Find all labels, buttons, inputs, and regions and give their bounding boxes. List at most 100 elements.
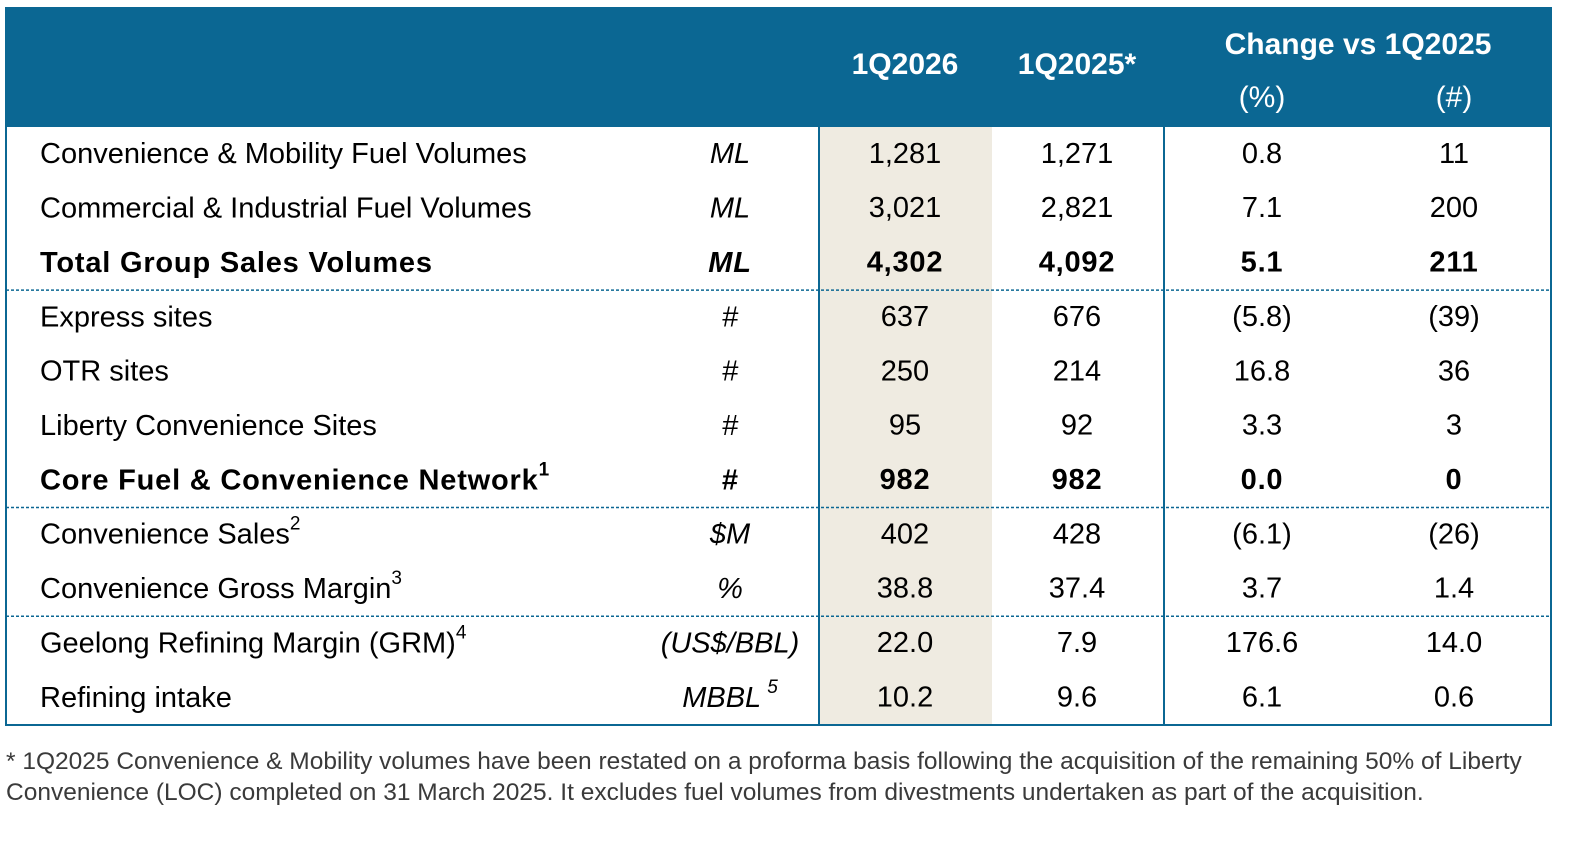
footnote-ref: 5 bbox=[767, 677, 778, 698]
label-text: Total Group Sales Volumes bbox=[40, 247, 433, 279]
row-label: Total Group Sales Volumes bbox=[40, 247, 433, 279]
cell: 38.8 bbox=[877, 573, 933, 605]
cell: 250 bbox=[881, 355, 929, 387]
cell: 1,281 bbox=[869, 138, 942, 170]
cell: 11 bbox=[1439, 138, 1469, 170]
cell: (5.8) bbox=[1232, 301, 1292, 333]
cell: 176.6 bbox=[1226, 627, 1299, 659]
label-text: Express sites bbox=[40, 301, 212, 333]
cell: 3 bbox=[1446, 410, 1462, 442]
unit-text: # bbox=[722, 410, 739, 442]
column-header: 1Q2025* bbox=[1018, 48, 1137, 81]
unit: # bbox=[722, 464, 739, 496]
cell: 982 bbox=[1052, 464, 1103, 496]
cell: (26) bbox=[1428, 518, 1480, 550]
cell: 3.3 bbox=[1242, 410, 1282, 442]
row-label: Convenience & Mobility Fuel Volumes bbox=[40, 138, 527, 170]
cell: 6.1 bbox=[1242, 681, 1282, 713]
unit: MBBL 5 bbox=[682, 677, 778, 714]
cell: 9.6 bbox=[1057, 681, 1097, 713]
cell: 0.0 bbox=[1241, 464, 1284, 496]
footnote: * 1Q2025 Convenience & Mobility volumes … bbox=[6, 748, 1522, 806]
unit-text: ML bbox=[708, 247, 751, 279]
unit: ML bbox=[708, 247, 751, 279]
label-text: Convenience & Mobility Fuel Volumes bbox=[40, 138, 527, 170]
unit: # bbox=[722, 355, 739, 387]
cell: 0.8 bbox=[1242, 138, 1282, 170]
unit: % bbox=[717, 573, 743, 605]
unit-text: # bbox=[722, 355, 739, 387]
cell: 37.4 bbox=[1049, 573, 1105, 605]
unit: $M bbox=[709, 518, 751, 550]
unit-text: # bbox=[722, 464, 739, 496]
label-text: OTR sites bbox=[40, 355, 169, 387]
cell: 5.1 bbox=[1241, 247, 1284, 279]
cell: 95 bbox=[889, 410, 921, 442]
change-header: Change vs 1Q2025 bbox=[1225, 28, 1492, 61]
cell: 428 bbox=[1053, 518, 1101, 550]
unit-text: % bbox=[717, 573, 743, 605]
cell: 402 bbox=[881, 518, 929, 550]
cell: 0 bbox=[1446, 464, 1463, 496]
row-label: Convenience Gross Margin3 bbox=[40, 568, 402, 605]
cell: 14.0 bbox=[1426, 627, 1482, 659]
cell: 3,021 bbox=[869, 192, 942, 224]
row-label: Express sites bbox=[40, 301, 212, 333]
unit-text: $M bbox=[709, 518, 751, 550]
footnote-ref: 3 bbox=[391, 568, 402, 589]
cell: 16.8 bbox=[1234, 355, 1290, 387]
row-label: Geelong Refining Margin (GRM)4 bbox=[40, 622, 467, 659]
cell: 4,092 bbox=[1039, 247, 1116, 279]
cell: 36 bbox=[1438, 355, 1470, 387]
unit: ML bbox=[710, 192, 750, 224]
label-text: Refining intake bbox=[40, 681, 232, 713]
cell: (39) bbox=[1428, 301, 1480, 333]
row-label: Convenience Sales2 bbox=[40, 514, 300, 551]
cell: 2,821 bbox=[1041, 192, 1114, 224]
cell: 7.9 bbox=[1057, 627, 1097, 659]
label-text: Convenience Sales bbox=[40, 518, 290, 550]
cell: 982 bbox=[880, 464, 931, 496]
unit-text: # bbox=[722, 301, 739, 333]
header-bg bbox=[6, 8, 1551, 127]
table: 1Q2026 1Q2025* Change vs 1Q2025 (%) (#) … bbox=[5, 7, 1552, 726]
cell: 1,271 bbox=[1041, 138, 1114, 170]
cell: 214 bbox=[1053, 355, 1101, 387]
column-header: (#) bbox=[1436, 81, 1473, 114]
cell: 10.2 bbox=[877, 681, 933, 713]
footnote-ref: 2 bbox=[290, 514, 301, 535]
label-text: Convenience Gross Margin bbox=[40, 573, 391, 605]
cell: 0.6 bbox=[1434, 681, 1474, 713]
unit-text: ML bbox=[710, 138, 750, 170]
label-text: Geelong Refining Margin (GRM) bbox=[40, 627, 456, 659]
unit: (US$/BBL) bbox=[661, 627, 800, 659]
unit-text: ML bbox=[710, 192, 750, 224]
row-label: OTR sites bbox=[40, 355, 169, 387]
column-header: 1Q2026 bbox=[852, 48, 959, 81]
cell: 22.0 bbox=[877, 627, 933, 659]
table-border bbox=[5, 7, 1552, 726]
cell: 200 bbox=[1430, 192, 1478, 224]
cell: 1.4 bbox=[1434, 573, 1474, 605]
cell: 7.1 bbox=[1242, 192, 1282, 224]
cell: 676 bbox=[1053, 301, 1101, 333]
cell: 92 bbox=[1061, 410, 1093, 442]
cell: 637 bbox=[881, 301, 929, 333]
footnote-ref: 1 bbox=[539, 459, 550, 480]
label-text: Liberty Convenience Sites bbox=[40, 410, 377, 442]
unit: # bbox=[722, 301, 739, 333]
unit: ML bbox=[710, 138, 750, 170]
unit-text: MBBL bbox=[682, 681, 761, 713]
row-label: Commercial & Industrial Fuel Volumes bbox=[40, 192, 532, 224]
cell: 211 bbox=[1429, 247, 1478, 279]
row-label: Refining intake bbox=[40, 681, 232, 713]
label-text: Commercial & Industrial Fuel Volumes bbox=[40, 192, 532, 224]
cell: (6.1) bbox=[1232, 518, 1292, 550]
label-text: Core Fuel & Convenience Network bbox=[40, 464, 539, 496]
footnote-ref: 4 bbox=[456, 622, 467, 643]
unit: # bbox=[722, 410, 739, 442]
highlight-column bbox=[819, 127, 992, 725]
cell: 4,302 bbox=[867, 247, 944, 279]
row-label: Core Fuel & Convenience Network1 bbox=[40, 459, 550, 496]
